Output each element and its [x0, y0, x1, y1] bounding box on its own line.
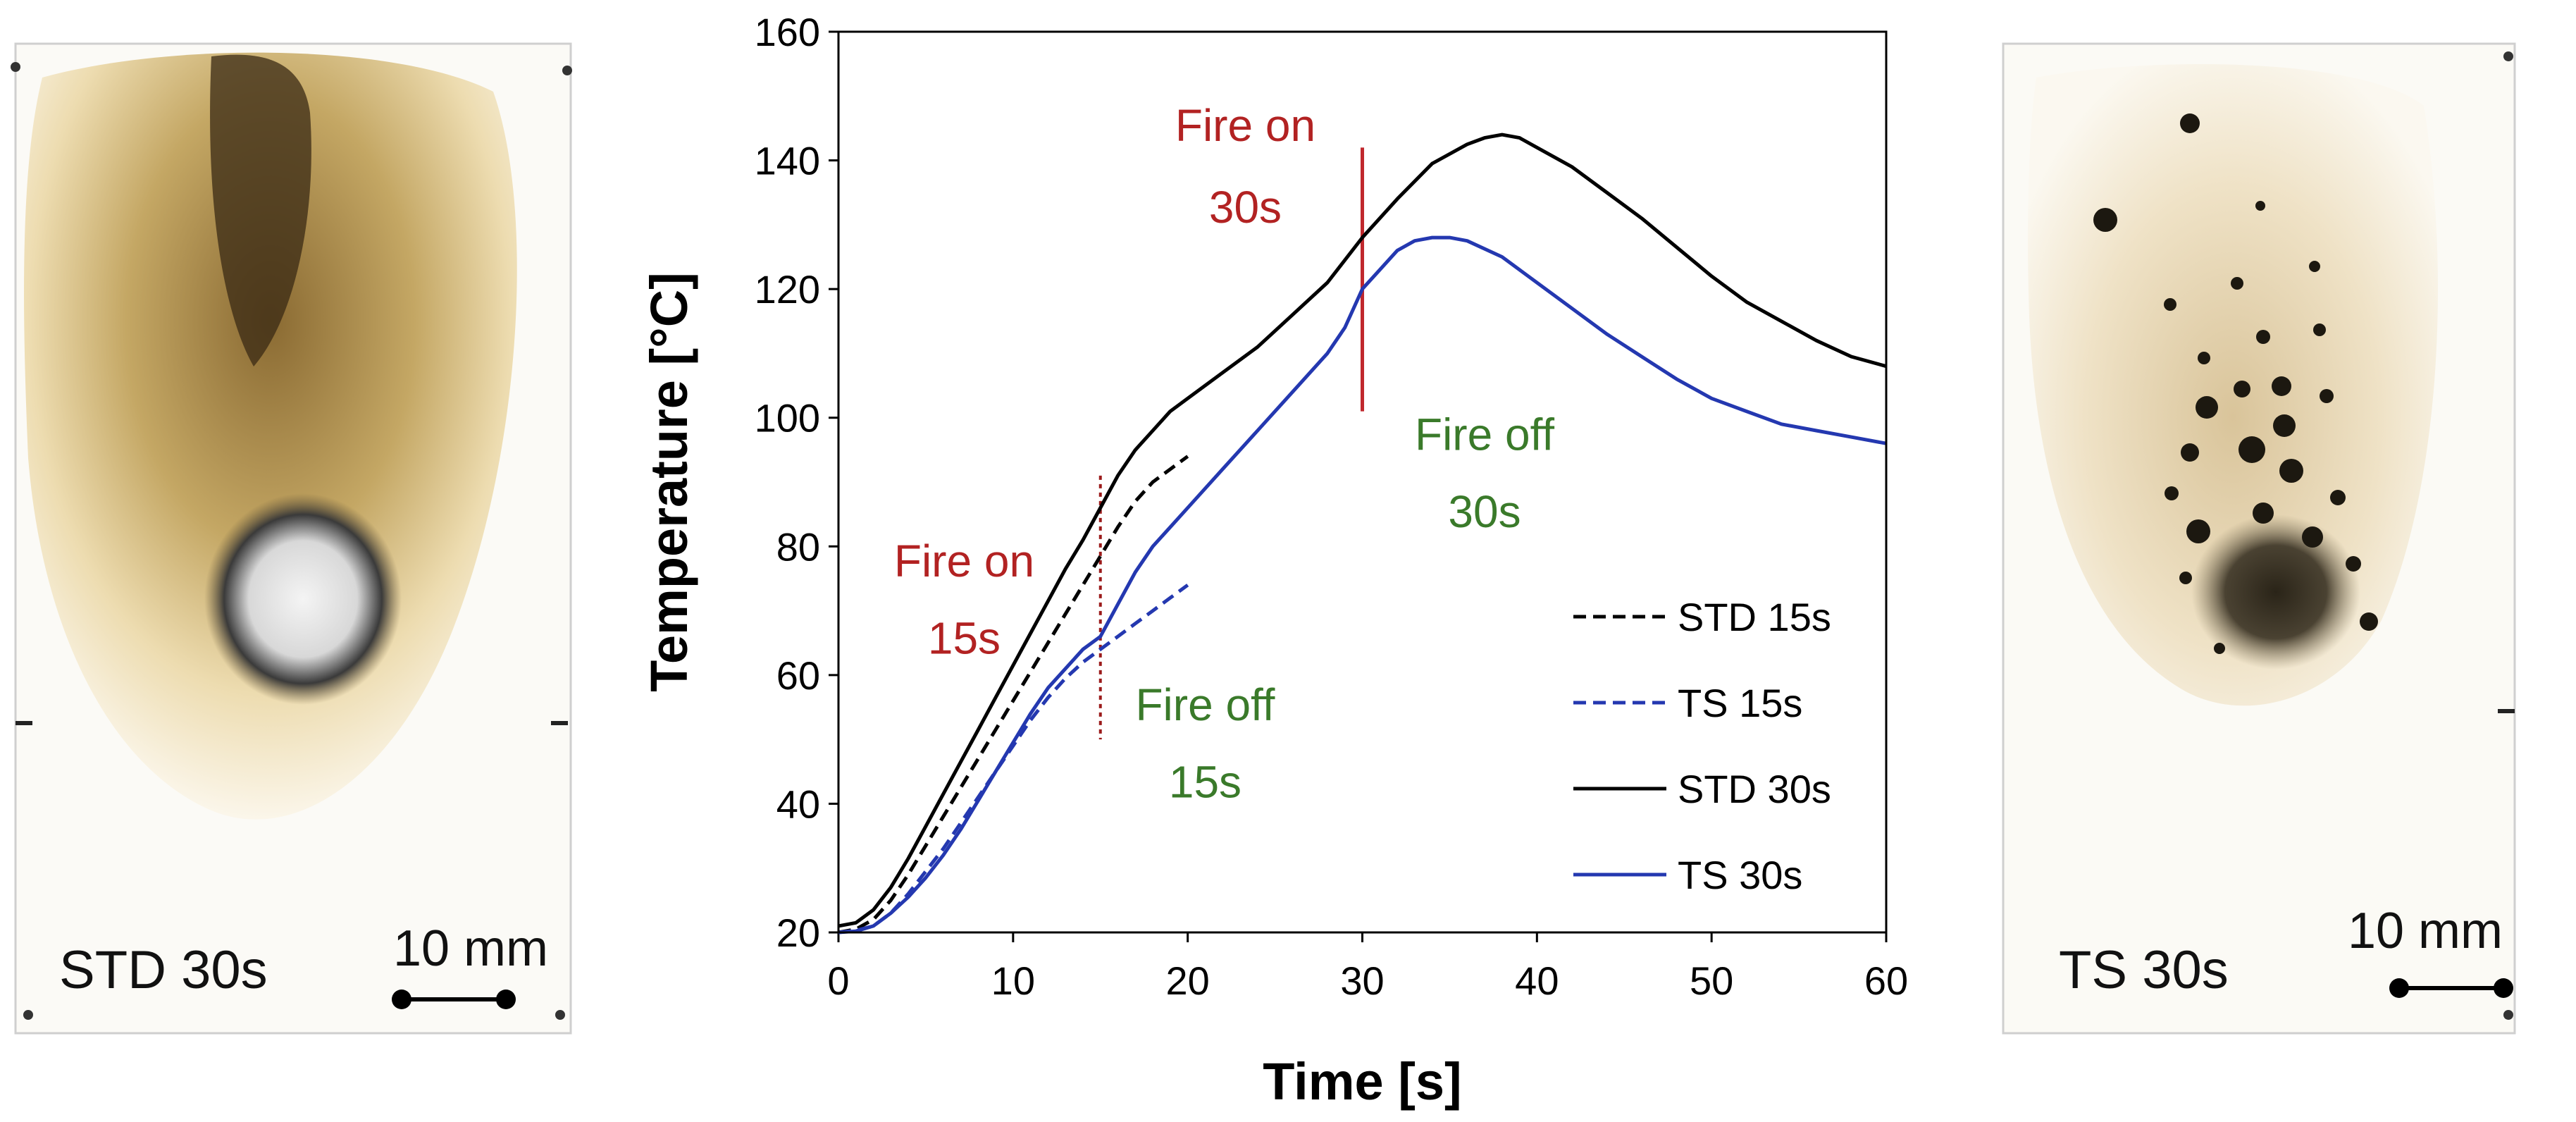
left-corner-dot [555, 1010, 565, 1020]
plot-frame [837, 30, 1888, 934]
x-tick-label: 40 [1515, 958, 1559, 1003]
fire-on-30-time: 30s [1209, 182, 1282, 233]
y-axis: 20 40 60 80 100 120 140 160 [755, 10, 838, 955]
y-tick-label: 100 [755, 396, 820, 440]
right-sample-photo: TS 30s 10 mm [2002, 42, 2516, 1035]
temperature-chart: 20 40 60 80 100 120 140 160 0 10 20 30 40 50 60 Tempe… [640, 10, 1908, 1111]
x-tick-label: 10 [991, 958, 1035, 1003]
left-edge-mark [16, 721, 32, 725]
left-soot-streak [210, 54, 311, 367]
y-tick-label: 160 [755, 10, 820, 54]
left-scale-bar-end [496, 990, 516, 1009]
legend-label: STD 15s [1678, 595, 1831, 639]
fire-on-30-label: Fire on [1175, 100, 1315, 151]
right-edge-mark [2498, 709, 2515, 713]
series-ts-30s [838, 235, 1887, 935]
y-tick-label: 140 [755, 139, 820, 183]
fire-off-15-time: 15s [1169, 756, 1241, 807]
left-corner-dot [11, 62, 20, 72]
legend-label: TS 15s [1678, 681, 1802, 725]
fire-on-15-label: Fire on [894, 536, 1034, 586]
left-scale-label: 10 mm [393, 920, 548, 977]
x-tick-label: 30 [1340, 958, 1384, 1003]
right-scale-bar-end [2389, 978, 2409, 998]
x-tick-label: 0 [827, 958, 849, 1003]
x-axis-label: Time [s] [1263, 1052, 1461, 1111]
left-edge-mark [551, 721, 568, 725]
right-sample-label: TS 30s [2059, 940, 2229, 1000]
fire-on-15-time: 15s [928, 613, 1001, 664]
fire-markers [1098, 147, 1364, 740]
series-std-15s [838, 455, 1189, 935]
series-lines [838, 132, 1887, 935]
y-axis-label: Temperature [°C] [640, 272, 698, 692]
legend-label: STD 30s [1678, 767, 1831, 811]
y-tick-label: 80 [776, 524, 820, 569]
left-scale-bar-end [392, 990, 411, 1009]
y-tick-label: 20 [776, 911, 820, 955]
left-sample-photo: STD 30s 10 mm [11, 42, 572, 1035]
fire-off-30-time: 30s [1448, 486, 1521, 537]
right-scale-label: 10 mm [2348, 903, 2503, 959]
right-soot-center [2191, 514, 2360, 670]
x-tick-label: 20 [1166, 958, 1210, 1003]
series-std-30s [838, 132, 1887, 928]
fire-off-15-label: Fire off [1135, 679, 1275, 730]
left-corner-dot [562, 66, 572, 75]
y-tick-label: 120 [755, 267, 820, 312]
right-soot-droplets [2093, 113, 2378, 654]
left-corner-dot [23, 1010, 33, 1020]
left-burn-hole [204, 493, 402, 705]
y-tick-label: 60 [776, 653, 820, 698]
legend: STD 15s TS 15s STD 30s TS 30s [1573, 595, 1831, 897]
right-corner-dot [2503, 51, 2513, 61]
right-corner-dot [2503, 1010, 2513, 1020]
series-ts-15s [838, 584, 1189, 935]
x-tick-label: 50 [1690, 958, 1733, 1003]
x-tick-label: 60 [1864, 958, 1908, 1003]
left-sample-label: STD 30s [59, 940, 268, 1000]
fire-off-30-label: Fire off [1415, 409, 1554, 460]
right-scale-bar-end [2494, 978, 2513, 998]
legend-label: TS 30s [1678, 853, 1802, 897]
x-axis: 0 10 20 30 40 50 60 [827, 932, 1908, 1003]
y-tick-label: 40 [776, 782, 820, 826]
